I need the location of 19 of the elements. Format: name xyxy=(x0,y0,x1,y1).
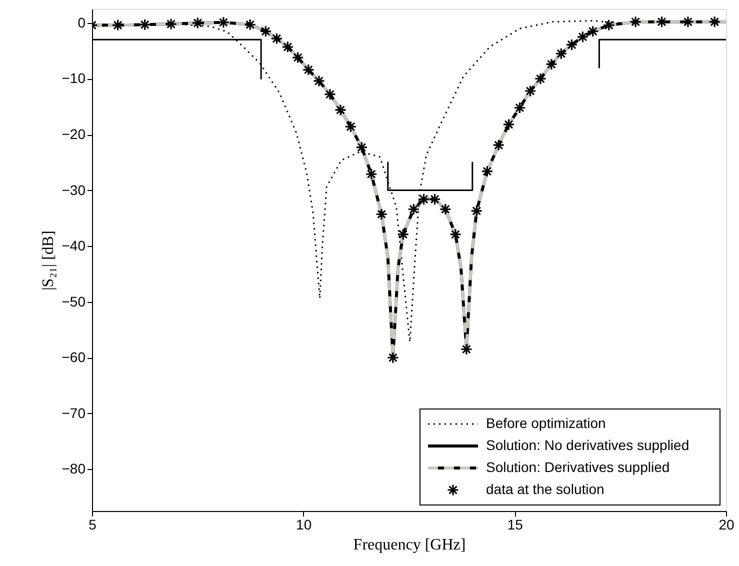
x-tick-label: 5 xyxy=(88,516,97,532)
legend-label: Solution: No derivatives supplied xyxy=(486,437,690,453)
y-tick-label: −60 xyxy=(62,349,86,366)
y-tick-label: −30 xyxy=(62,182,86,198)
y-tick-label: −20 xyxy=(62,126,86,142)
x-tick-label: 10 xyxy=(296,516,312,532)
x-axis-title: Frequency [GHz] xyxy=(353,536,466,554)
x-tick-label: 15 xyxy=(507,516,524,532)
y-axis-title: |S₂₁| [dB] xyxy=(40,230,57,290)
y-tick-label: −80 xyxy=(62,460,86,477)
legend-label: Solution: Derivatives supplied xyxy=(486,459,670,475)
y-tick-label: −70 xyxy=(62,404,86,421)
y-tick-label: −10 xyxy=(62,70,86,86)
y-tick-label: −50 xyxy=(62,293,86,310)
y-tick-label: 0 xyxy=(78,14,86,30)
x-tick-label: 20 xyxy=(718,516,734,532)
legend-label: data at the solution xyxy=(486,481,604,497)
legend-label: Before optimization xyxy=(486,415,606,431)
y-tick-label: −40 xyxy=(62,238,86,254)
